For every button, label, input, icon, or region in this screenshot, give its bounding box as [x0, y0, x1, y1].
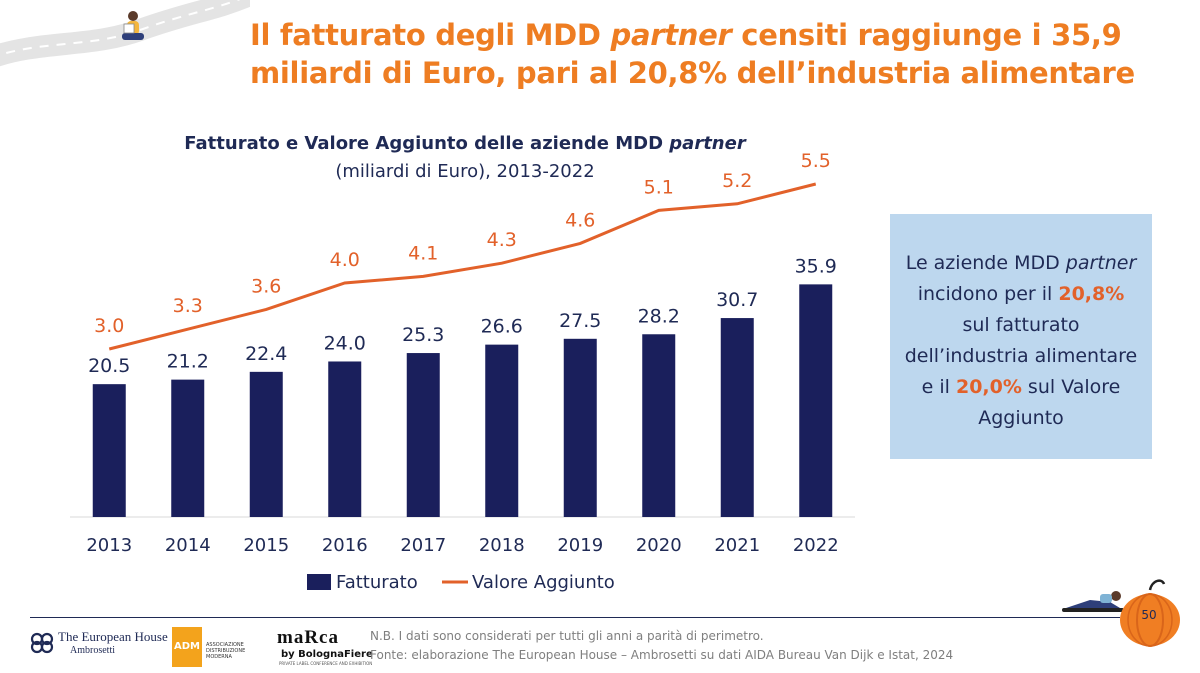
- highlight-valore-aggiunto: 20,0%: [955, 376, 1022, 398]
- x-tick-2021: 2021: [714, 535, 760, 556]
- line-label-2018: 4.3: [487, 229, 517, 251]
- line-label-2017: 4.1: [408, 242, 438, 264]
- marca-logo-word: maRca: [277, 627, 339, 648]
- bar-fatturato-2014: [171, 379, 205, 517]
- bar-label-2014: 21.2: [167, 351, 209, 373]
- logo-the-european-house: The European House Ambrosetti: [30, 630, 170, 660]
- logo-marca: maRca by BolognaFiere PRIVATE LABEL CONF…: [275, 627, 373, 670]
- bar-fatturato-2020: [642, 334, 676, 517]
- bar-fatturato-2021: [720, 318, 754, 517]
- pumpkin-icon: [1120, 579, 1180, 647]
- marca-logo-by: by BolognaFiere: [281, 649, 373, 660]
- bar-label-2013: 20.5: [88, 355, 130, 377]
- bar-label-2021: 30.7: [716, 289, 758, 311]
- legend-label-valore-aggiunto: Valore Aggiunto: [472, 572, 615, 593]
- footer-note: N.B. I dati sono considerati per tutti g…: [370, 629, 764, 643]
- bar-label-2019: 27.5: [559, 310, 601, 332]
- footer-divider: [30, 617, 1120, 618]
- chart: 20.5 2013 21.2 2014 22.4 2015 24.0 2016 25.3 2017…: [70, 150, 855, 593]
- x-tick-2020: 2020: [636, 535, 682, 556]
- logo-adm: ADM ASSOCIAZIONE DISTRIBUZIONE MODERNA: [172, 627, 272, 667]
- legend-label-fatturato: Fatturato: [336, 572, 418, 593]
- bar-label-2017: 25.3: [402, 324, 444, 346]
- teh-logo-sub: Ambrosetti: [70, 645, 115, 656]
- x-tick-2018: 2018: [479, 535, 525, 556]
- bar-fatturato-2017: [406, 353, 440, 517]
- x-tick-2016: 2016: [322, 535, 368, 556]
- bar-fatturato-2015: [249, 371, 283, 517]
- line-label-2022: 5.5: [801, 150, 831, 172]
- x-tick-2013: 2013: [86, 535, 132, 556]
- bar-label-2018: 26.6: [481, 316, 523, 338]
- footer-notes: N.B. I dati sono considerati per tutti g…: [370, 627, 1010, 665]
- legend-swatch-fatturato: [307, 574, 331, 590]
- slide-title: Il fatturato degli MDD partner censiti r…: [250, 18, 1135, 90]
- bar-fatturato-2016: [328, 361, 362, 517]
- reading-person-illustration: [122, 11, 144, 40]
- bar-fatturato-2013: [92, 384, 126, 517]
- page-number: 50: [1141, 608, 1157, 622]
- teh-logo-icon: [30, 632, 54, 654]
- adm-logo-mark: ADM: [172, 627, 202, 667]
- lounging-person-illustration: [1062, 591, 1124, 612]
- bar-fatturato-2018: [485, 344, 519, 517]
- adm-logo-text: ASSOCIAZIONE DISTRIBUZIONE MODERNA: [206, 642, 246, 660]
- bar-fatturato-2019: [563, 338, 597, 517]
- teh-logo-name: The European House: [58, 629, 168, 644]
- chart-title-line1: Fatturato e Valore Aggiunto delle aziend…: [184, 133, 746, 154]
- bar-fatturato-2022: [799, 284, 833, 517]
- marca-logo-small: PRIVATE LABEL CONFERENCE AND EXHIBITION: [279, 661, 373, 666]
- line-valore-aggiunto: [108, 182, 817, 351]
- x-tick-2017: 2017: [400, 535, 446, 556]
- line-label-2020: 5.1: [644, 176, 674, 198]
- x-tick-2015: 2015: [243, 535, 289, 556]
- line-label-2014: 3.3: [173, 295, 203, 317]
- bar-label-2015: 22.4: [245, 343, 287, 365]
- line-label-2013: 3.0: [94, 315, 124, 337]
- x-tick-2022: 2022: [793, 535, 839, 556]
- bar-label-2022: 35.9: [795, 255, 837, 277]
- x-tick-2014: 2014: [165, 535, 211, 556]
- x-tick-2019: 2019: [557, 535, 603, 556]
- line-label-2021: 5.2: [722, 170, 752, 192]
- line-label-2015: 3.6: [251, 275, 281, 297]
- line-label-2019: 4.6: [565, 209, 595, 231]
- highlight-fatturato: 20,8%: [1058, 283, 1125, 305]
- decorative-road: [0, 0, 250, 67]
- line-label-2016: 4.0: [330, 249, 360, 271]
- bar-label-2016: 24.0: [324, 332, 366, 354]
- bar-label-2020: 28.2: [638, 305, 680, 327]
- footer-source: Fonte: elaborazione The European House –…: [370, 648, 954, 662]
- chart-title: Fatturato e Valore Aggiunto delle aziend…: [60, 130, 870, 186]
- info-box: Le aziende MDD partner incidono per il 2…: [890, 214, 1152, 459]
- chart-title-line2: (miliardi di Euro), 2013-2022: [335, 161, 595, 182]
